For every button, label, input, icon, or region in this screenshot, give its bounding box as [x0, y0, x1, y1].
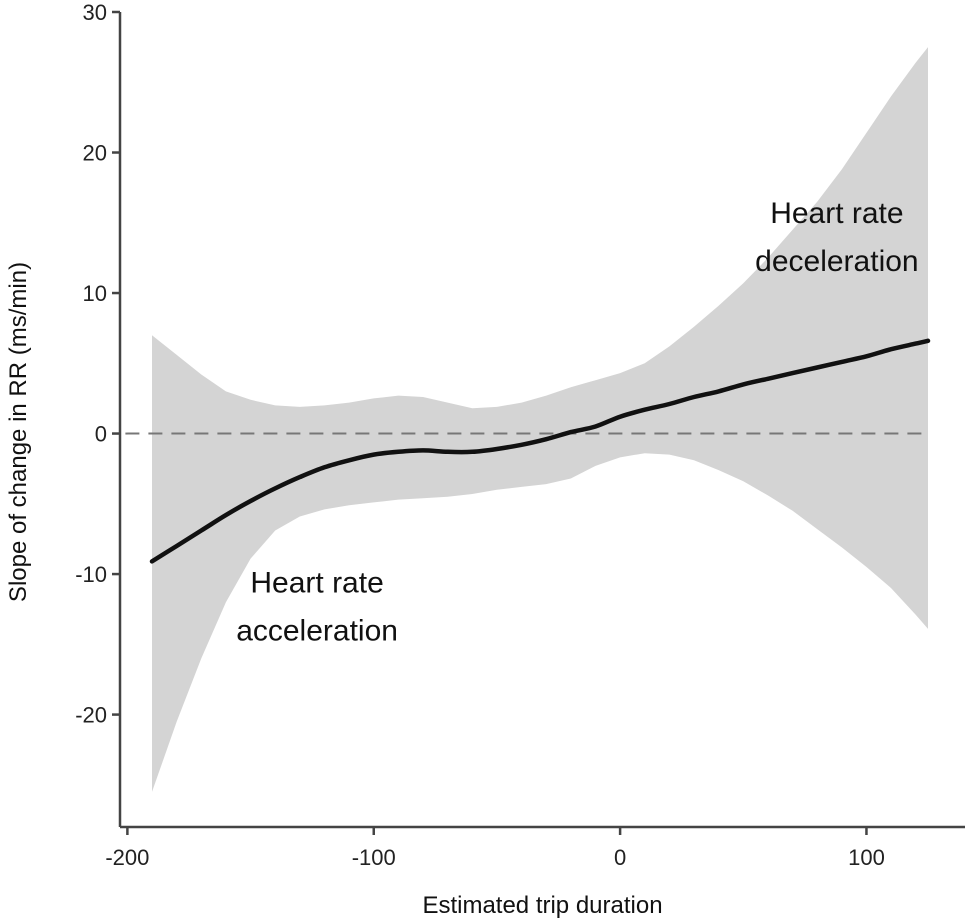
y-tick-label: -10 — [75, 562, 107, 587]
trend-line — [149, 338, 931, 564]
x-tick-label: -200 — [105, 845, 149, 870]
y-tick-label: 0 — [95, 422, 107, 447]
confidence-band — [152, 47, 928, 792]
y-tick-label: -20 — [75, 703, 107, 728]
x-axis-title: Estimated trip duration — [422, 892, 662, 919]
x-tick-label: 0 — [614, 845, 626, 870]
annotation-label: Heart rate acceleration — [236, 566, 398, 647]
x-tick-label: -100 — [352, 845, 396, 870]
x-axis-ticks: -200 -100 0 100 — [105, 827, 885, 870]
y-axis-ticks: -20 -10 0 10 20 30 — [75, 0, 120, 728]
y-tick-label: 20 — [83, 141, 107, 166]
y-axis-title: Slope of change in RR (ms/min) — [5, 262, 32, 602]
y-tick-label: 30 — [83, 0, 107, 25]
annotation-label: Heart rate deceleration — [755, 197, 918, 278]
x-tick-label: 100 — [848, 845, 885, 870]
y-tick-label: 10 — [83, 281, 107, 306]
annotations: Heart rate deceleration Heart rate accelera… — [236, 197, 918, 648]
